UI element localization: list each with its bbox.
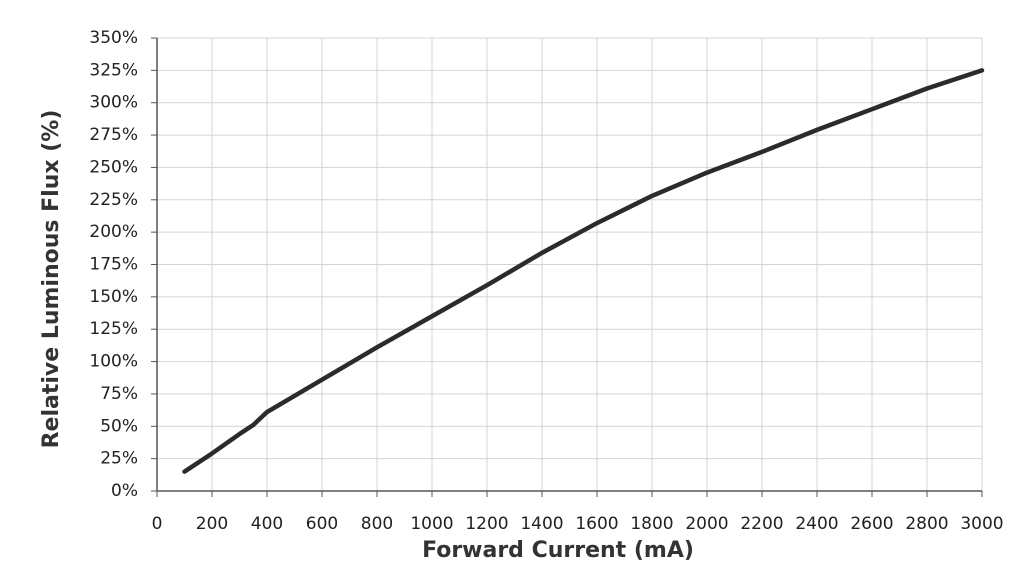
y-tick-label: 25% [100,449,138,469]
x-tick-label: 400 [251,514,283,534]
x-tick-label: 1800 [630,514,673,534]
x-tick-label: 200 [196,514,228,534]
y-tick-label: 200% [89,222,138,242]
x-tick-label: 2400 [795,514,838,534]
x-tick-label: 2200 [740,514,783,534]
x-tick-label: 1600 [575,514,618,534]
y-tick-label: 125% [89,319,138,339]
x-tick-label: 1200 [465,514,508,534]
x-axis-title: Forward Current (mA) [422,538,694,563]
y-tick-label: 225% [89,190,138,210]
y-tick-label: 300% [89,93,138,113]
y-tick-label: 250% [89,157,138,177]
y-tick-label: 75% [100,384,138,404]
y-tick-label: 50% [100,416,138,436]
y-tick-label: 275% [89,125,138,145]
y-tick-label: 175% [89,255,138,275]
x-tick-label: 2800 [905,514,948,534]
x-tick-label: 600 [306,514,338,534]
y-axis-title: Relative Luminous Flux (%) [39,110,64,449]
x-tick-label: 3000 [960,514,1003,534]
y-tick-label: 150% [89,287,138,307]
x-tick-label: 1000 [410,514,453,534]
x-tick-label: 0 [152,514,163,534]
y-tick-label: 350% [89,28,138,48]
y-tick-label: 325% [89,60,138,80]
data-line [182,68,985,474]
y-tick-label: 100% [89,352,138,372]
y-tick-label: 0% [111,481,138,501]
x-tick-label: 2000 [685,514,728,534]
x-tick-label: 800 [361,514,393,534]
x-tick-label: 2600 [850,514,893,534]
x-tick-label: 1400 [520,514,563,534]
